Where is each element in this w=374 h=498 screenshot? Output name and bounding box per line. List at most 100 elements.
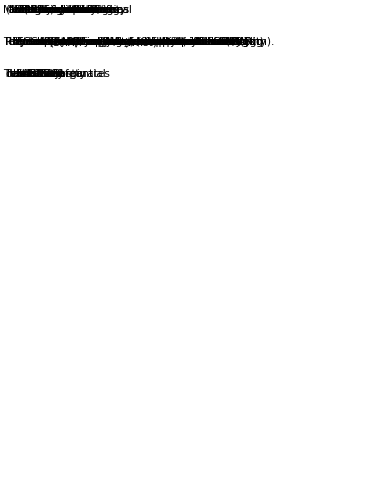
Text: by: by: [77, 37, 90, 47]
Text: the: the: [41, 37, 58, 47]
Text: after: after: [61, 5, 86, 15]
Text: device: device: [161, 37, 196, 47]
Text: devices: devices: [25, 37, 65, 47]
Text: to: to: [121, 37, 132, 47]
Text: employs: employs: [27, 37, 72, 47]
Text: Electrical: Electrical: [15, 5, 64, 15]
Text: (NCRP): (NCRP): [5, 5, 42, 15]
Text: scientific: scientific: [71, 5, 119, 15]
Text: reviews: reviews: [65, 5, 105, 15]
Text: biological: biological: [81, 5, 132, 15]
Text: of: of: [85, 5, 95, 15]
Text: are: are: [113, 37, 130, 47]
Text: In: In: [25, 5, 35, 15]
Text: cases,: cases,: [29, 5, 62, 15]
Text: RF: RF: [87, 5, 100, 15]
Text: speaker: speaker: [153, 37, 195, 47]
Text: the: the: [15, 37, 33, 47]
Text: of: of: [13, 5, 23, 15]
Text: of: of: [91, 37, 101, 47]
Text: kilogram: kilogram: [97, 37, 144, 47]
Text: the: the: [175, 37, 193, 47]
Text: head: head: [129, 37, 156, 47]
Text: scientific: scientific: [41, 5, 89, 15]
Text: literature: literature: [73, 5, 122, 15]
Text: this: this: [159, 37, 178, 47]
Text: SAR: SAR: [217, 37, 239, 47]
Text: This: This: [3, 69, 25, 80]
Text: SAR: SAR: [39, 69, 61, 80]
Text: limit: limit: [41, 69, 65, 80]
Text: that: that: [19, 69, 41, 80]
Text: (W/kg).: (W/kg).: [99, 37, 137, 47]
Text: head: head: [229, 37, 255, 47]
Text: head: head: [13, 69, 40, 80]
Text: reference: reference: [119, 37, 170, 47]
Text: extremity: extremity: [215, 37, 266, 47]
Text: under: under: [131, 37, 162, 47]
Text: been: been: [165, 37, 191, 47]
Text: both: both: [27, 5, 51, 15]
Text: engineering: engineering: [45, 5, 108, 15]
Text: safety: safety: [53, 69, 86, 80]
Text: related: related: [75, 5, 113, 15]
Text: industry,: industry,: [53, 5, 100, 15]
Text: measure: measure: [59, 37, 105, 47]
Text: band: band: [147, 37, 174, 47]
Text: 1.6: 1.6: [235, 37, 252, 47]
Text: were: were: [35, 5, 61, 15]
Text: conditions: conditions: [139, 37, 194, 47]
Text: worn: worn: [109, 37, 135, 47]
Text: worn: worn: [171, 37, 197, 47]
Text: and: and: [43, 5, 63, 15]
Text: communication: communication: [157, 37, 239, 47]
Text: head.: head.: [197, 37, 227, 47]
Text: and: and: [11, 69, 31, 80]
Text: transmitter: transmitter: [137, 37, 197, 47]
Text: a: a: [183, 37, 190, 47]
Text: rate: rate: [65, 37, 87, 47]
Text: and: and: [179, 37, 199, 47]
Text: frequency: frequency: [145, 37, 198, 47]
Text: The: The: [3, 37, 22, 47]
Text: to: to: [77, 5, 88, 15]
Text: safety: safety: [31, 69, 64, 80]
Text: known: known: [37, 37, 72, 47]
Text: (10gm): (10gm): [225, 37, 264, 47]
Text: Absorption: Absorption: [45, 37, 102, 47]
Text: academia: academia: [59, 5, 111, 15]
Text: as: as: [39, 37, 51, 47]
Text: Institute: Institute: [11, 5, 55, 15]
Text: from: from: [193, 37, 218, 47]
Text: values: values: [103, 37, 138, 47]
Text: Specific: Specific: [43, 37, 85, 47]
Text: for: for: [105, 37, 120, 47]
Text: energy: energy: [75, 37, 112, 47]
Text: FCC: FCC: [27, 69, 48, 80]
Text: the: the: [31, 5, 49, 15]
Text: drawn: drawn: [49, 5, 82, 15]
Text: (multiple): (multiple): [135, 37, 187, 47]
Text: a: a: [29, 37, 36, 47]
Text: to: to: [55, 69, 66, 80]
Text: minimum: minimum: [185, 37, 236, 47]
Text: incorporates: incorporates: [43, 69, 110, 80]
Text: energy.: energy.: [89, 5, 128, 15]
Text: the: the: [195, 37, 212, 47]
Text: the: the: [9, 5, 27, 15]
Text: per: per: [95, 37, 113, 47]
Text: limits.: limits.: [33, 69, 65, 80]
Text: wireless: wireless: [21, 37, 64, 47]
Text: W/kg: W/kg: [223, 37, 250, 47]
Text: unit: unit: [31, 37, 52, 47]
Text: mobile: mobile: [23, 37, 59, 47]
Text: simultaneous: simultaneous: [133, 37, 204, 47]
Text: experts: experts: [47, 5, 87, 15]
Text: (1gm).: (1gm).: [239, 37, 275, 47]
Text: and: and: [127, 37, 147, 47]
Text: and: and: [17, 5, 37, 15]
Text: positioned: positioned: [181, 37, 236, 47]
Text: safety: safety: [209, 37, 242, 47]
Text: SAR: SAR: [231, 37, 252, 47]
Text: units: units: [89, 37, 115, 47]
